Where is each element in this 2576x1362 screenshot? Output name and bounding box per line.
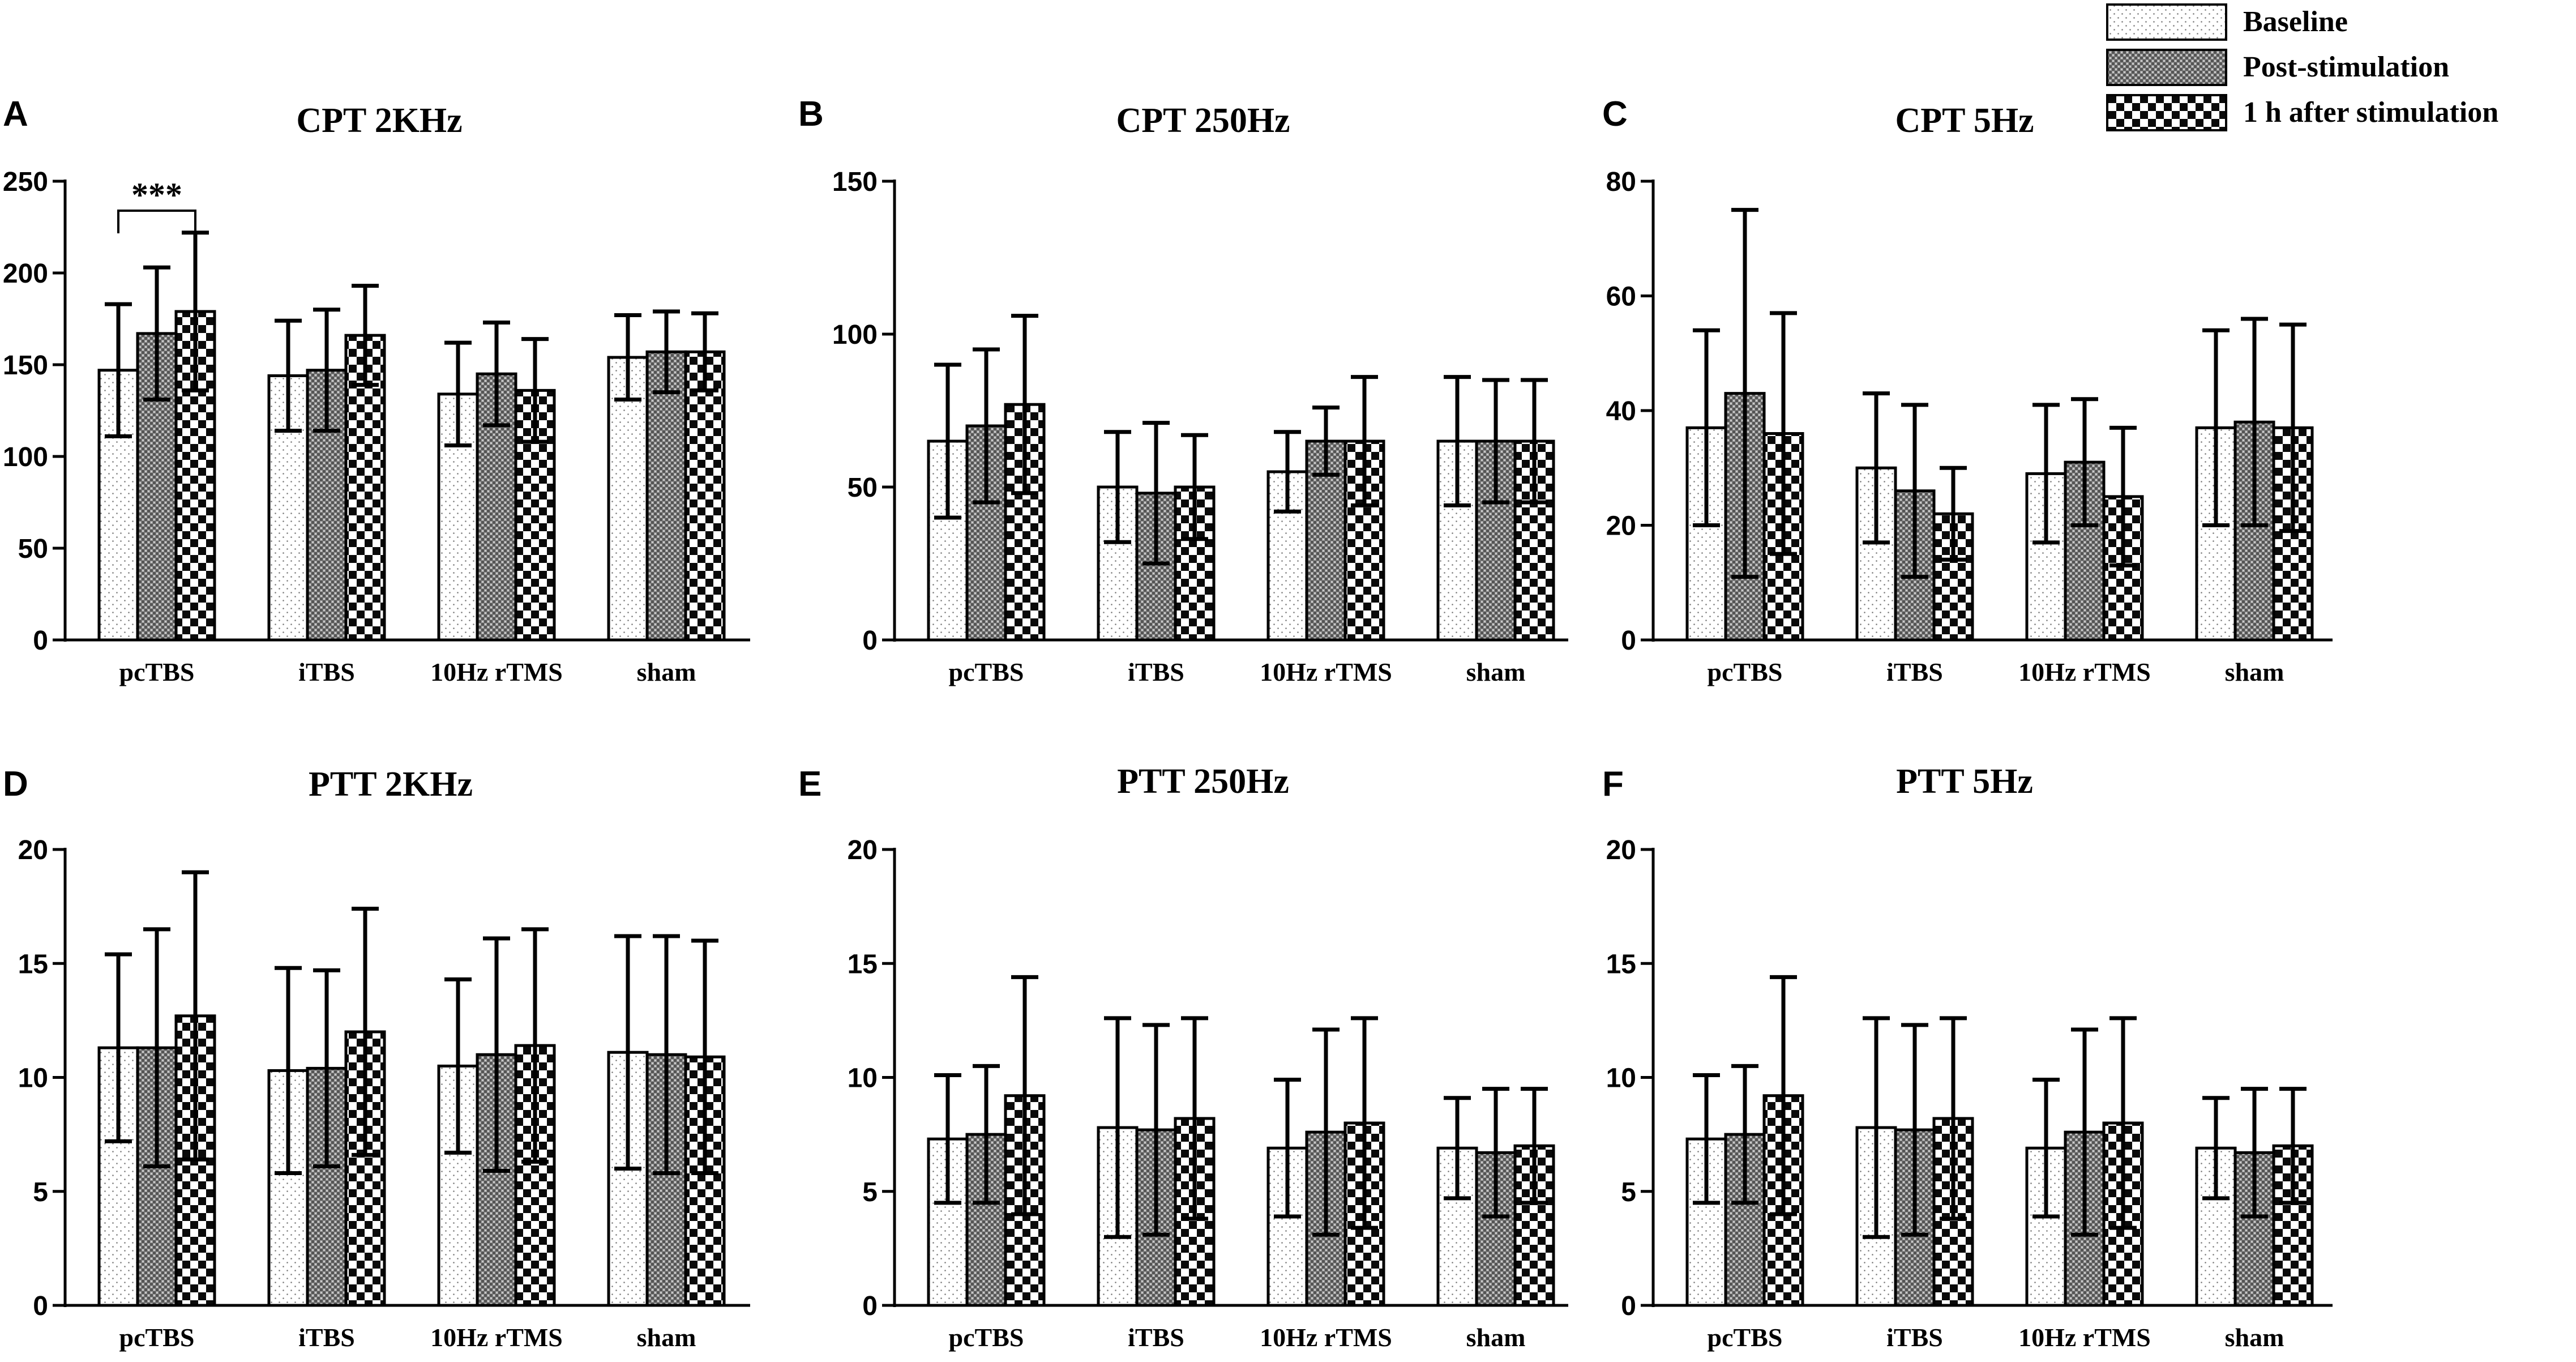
panel-a-category-label-2: 10Hz rTMS: [430, 657, 563, 686]
panel-f-y-tick-label-1: 5: [1621, 1177, 1636, 1207]
panel-a-y-tick-label-0: 0: [33, 626, 48, 656]
panel-a-y-tick-label-4: 200: [3, 259, 48, 289]
panel-a-category-label-0: pcTBS: [119, 657, 195, 686]
panel-b-letter: B: [798, 95, 824, 134]
panel-d-letter: D: [3, 765, 28, 804]
panel-c-letter: C: [1602, 95, 1628, 134]
panel-b-y-tick-label-2: 100: [832, 320, 878, 350]
panel-e: E PTT 250Hz 0 5 10 15 20 pcTBS iTBS 10Hz rTMS sham: [798, 762, 1568, 1352]
panel-a-category-label-1: iTBS: [298, 657, 355, 686]
panel-d-y-tick-label-1: 5: [33, 1177, 48, 1207]
panel-f-category-label-3: sham: [2225, 1323, 2284, 1352]
panel-a-y-tick-label-5: 250: [3, 167, 48, 197]
panel-f-bar-1h-3: [2272, 1144, 2314, 1307]
panel-a-y-tick-label-3: 150: [3, 351, 48, 381]
panel-d-y-tick-label-4: 20: [18, 835, 48, 865]
panel-c-title: CPT 5Hz: [1895, 101, 2034, 140]
panel-f-y-tick-label-3: 15: [1606, 949, 1636, 979]
panel-d-category-label-1: iTBS: [298, 1323, 355, 1352]
panel-f-category-label-0: pcTBS: [1708, 1323, 1783, 1352]
panel-c-category-label-2: 10Hz rTMS: [2018, 657, 2151, 686]
panel-f-title: PTT 5Hz: [1896, 762, 2033, 801]
panel-e-category-label-3: sham: [1466, 1323, 1526, 1352]
panel-d: D PTT 2KHz 0 5 10 15 20 pcTBS iTBS 10Hz rTMS sham: [3, 765, 750, 1352]
panel-d-y-tick-label-2: 10: [18, 1064, 48, 1094]
panel-c-category-label-0: pcTBS: [1708, 657, 1783, 686]
panel-c-bar-1h-2: [2102, 495, 2144, 642]
panel-e-category-label-0: pcTBS: [949, 1323, 1024, 1352]
panel-d-title: PTT 2KHz: [309, 765, 473, 804]
panel-b-title: CPT 250Hz: [1116, 101, 1290, 140]
panel-f-category-label-1: iTBS: [1886, 1323, 1943, 1352]
panel-c-category-label-1: iTBS: [1886, 657, 1943, 686]
panel-b-category-label-3: sham: [1466, 657, 1526, 686]
panel-a-letter: A: [3, 95, 28, 134]
panel-a-significance-line: [117, 210, 196, 233]
panel-d-category-label-3: sham: [637, 1323, 696, 1352]
panel-d-y-tick-label-3: 15: [18, 949, 48, 979]
panel-a: A CPT 2KHz 0 50 100 150 200 250 pcTBS iTBS 10Hz rT…: [3, 95, 750, 686]
panel-c-y-tick-label-0: 0: [1621, 626, 1636, 656]
panel-d-bar-1h-2: [514, 1044, 556, 1307]
panel-d-category-label-0: pcTBS: [119, 1323, 195, 1352]
panel-b-y-tick-label-3: 150: [832, 167, 878, 197]
panel-a-y-tick-label-1: 50: [18, 534, 48, 564]
panel-b-y-tick-label-1: 50: [848, 473, 878, 503]
panel-c-y-tick-label-2: 40: [1606, 396, 1636, 426]
panel-a-title: CPT 2KHz: [296, 101, 462, 140]
panel-d-category-label-2: 10Hz rTMS: [430, 1323, 563, 1352]
panel-e-y-tick-label-3: 15: [848, 949, 878, 979]
panel-f-y-tick-label-0: 0: [1621, 1291, 1636, 1321]
panel-e-title: PTT 250Hz: [1117, 762, 1289, 801]
legend-label-1h-after: 1 h after stimulation: [2243, 96, 2498, 129]
panel-f: F PTT 5Hz 0 5 10 15 20 pcTBS iTBS 10Hz rTMS sham: [1602, 762, 2333, 1352]
panel-e-letter: E: [798, 765, 821, 804]
legend: Baseline Post-stimulation 1 h after stim…: [2106, 3, 2498, 131]
panel-a-bar-1h-3: [684, 350, 726, 642]
legend-label-post-stimulation: Post-stimulation: [2243, 51, 2449, 83]
panel-c: C CPT 5Hz 0 20 40 60 80 pcTBS iTBS 10Hz rTMS sham: [1602, 95, 2333, 686]
panel-a-y-tick-label-2: 100: [3, 442, 48, 472]
panel-a-bar-post-3: [645, 350, 687, 642]
panel-e-y-tick-label-1: 5: [862, 1177, 878, 1207]
panel-e-y-tick-label-2: 10: [848, 1064, 878, 1094]
panel-c-category-label-3: sham: [2225, 657, 2284, 686]
panel-b-category-label-2: 10Hz rTMS: [1260, 657, 1392, 686]
legend-swatch-post-stimulation: [2106, 49, 2227, 86]
panel-b-y-tick-label-0: 0: [862, 626, 878, 656]
panel-a-significance-bracket: [117, 210, 196, 233]
panel-e-category-label-2: 10Hz rTMS: [1260, 1323, 1392, 1352]
panel-a-significance-label: ***: [131, 176, 182, 214]
panel-e-category-label-1: iTBS: [1128, 1323, 1184, 1352]
panel-b: B CPT 250Hz 0 50 100 150 pcTBS iTBS 10Hz rTMS sha…: [798, 95, 1568, 686]
panel-c-y-tick-label-3: 60: [1606, 282, 1636, 312]
legend-label-baseline: Baseline: [2243, 6, 2348, 38]
panel-f-y-tick-label-2: 10: [1606, 1064, 1636, 1094]
panel-f-y-tick-label-4: 20: [1606, 835, 1636, 865]
panel-f-letter: F: [1602, 765, 1624, 804]
panel-a-category-label-3: sham: [637, 657, 696, 686]
panel-b-category-label-0: pcTBS: [949, 657, 1024, 686]
panel-c-y-tick-label-4: 80: [1606, 167, 1636, 197]
panel-b-category-label-1: iTBS: [1128, 657, 1184, 686]
panel-c-y-tick-label-1: 20: [1606, 511, 1636, 541]
panel-d-y-tick-label-0: 0: [33, 1291, 48, 1321]
legend-swatch-baseline: [2106, 3, 2227, 41]
panel-f-category-label-2: 10Hz rTMS: [2018, 1323, 2151, 1352]
panel-e-y-tick-label-0: 0: [862, 1291, 878, 1321]
panel-e-y-tick-label-4: 20: [848, 835, 878, 865]
legend-swatch-1h-after: [2106, 94, 2227, 131]
